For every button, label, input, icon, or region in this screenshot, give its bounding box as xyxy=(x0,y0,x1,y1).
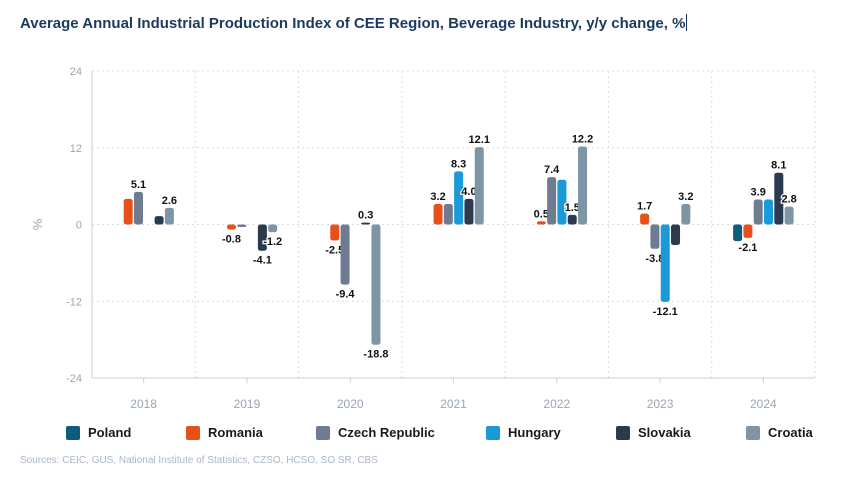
data-label-czech-republic-2018: 5.1 xyxy=(131,179,146,191)
y-axis-title: % xyxy=(30,218,45,230)
bar-czech-republic-2022 xyxy=(547,177,557,225)
legend-label-poland: Poland xyxy=(88,425,132,440)
y-tick-label: 24 xyxy=(70,66,82,78)
legend-item-czech-republic[interactable]: Czech Republic xyxy=(316,425,435,440)
legend-label-romania: Romania xyxy=(208,425,263,440)
y-tick-label: -24 xyxy=(66,373,82,385)
bar-czech-republic-2023 xyxy=(650,224,660,249)
bar-slovakia-2023 xyxy=(671,224,681,245)
legend-swatch-croatia xyxy=(746,425,760,440)
bar-romania-2024 xyxy=(743,224,753,238)
data-label-czech-republic-2024: 3.9 xyxy=(751,187,766,199)
data-label-slovakia-2019: -4.1 xyxy=(253,255,272,267)
chart-title-text: Average Annual Industrial Production Ind… xyxy=(20,15,686,32)
legend-label-croatia: Croatia xyxy=(768,425,813,440)
data-label-slovakia-2022: 1.5 xyxy=(565,202,580,214)
legend-item-poland[interactable]: Poland xyxy=(66,425,131,440)
data-label-croatia-2019: -1.2 xyxy=(263,236,282,248)
legend-item-romania[interactable]: Romania xyxy=(186,425,263,440)
data-label-czech-republic-2023: -3.8 xyxy=(645,253,664,265)
bar-croatia-2024 xyxy=(784,206,794,225)
legend-item-slovakia[interactable]: Slovakia xyxy=(616,425,691,440)
bar-slovakia-2019 xyxy=(257,224,267,251)
x-tick-label-2021: 2021 xyxy=(440,397,467,411)
x-tick-label-2018: 2018 xyxy=(130,397,157,411)
x-tick-label-2024: 2024 xyxy=(750,397,777,411)
data-label-slovakia-2024: 8.1 xyxy=(771,160,786,172)
data-label-croatia-2023: 3.2 xyxy=(678,191,693,203)
x-tick-label-2023: 2023 xyxy=(647,397,674,411)
bar-czech-republic-2018 xyxy=(133,191,143,225)
bar-slovakia-2018 xyxy=(154,216,164,225)
legend-item-hungary[interactable]: Hungary xyxy=(486,425,561,440)
legend-swatch-poland xyxy=(66,425,80,440)
bar-romania-2022 xyxy=(536,221,546,225)
legend: Poland Romania Czech Republic Hungary Sl… xyxy=(0,425,844,445)
legend-swatch-romania xyxy=(186,425,200,440)
bar-slovakia-2020 xyxy=(361,222,371,225)
chart-title: Average Annual Industrial Production Ind… xyxy=(20,14,688,32)
bar-czech-republic-2024 xyxy=(753,199,763,225)
bar-czech-republic-2021 xyxy=(443,204,453,225)
data-label-czech-republic-2022: 7.4 xyxy=(544,164,560,176)
data-label-croatia-2021: 12.1 xyxy=(469,134,490,146)
data-label-romania-2023: 1.7 xyxy=(637,201,652,213)
chart: 24 12 0 -12 -24 2018 2019 2020 2021 2022 2023 2024%… xyxy=(30,66,816,411)
x-tick-label-2022: 2022 xyxy=(543,397,570,411)
data-label-slovakia-2021: 4.0 xyxy=(461,186,476,198)
bar-croatia-2018 xyxy=(164,207,174,225)
bar-romania-2021 xyxy=(433,204,443,225)
source-note: Sources: CEIC, GUS, National Institute o… xyxy=(20,455,378,466)
bar-slovakia-2022 xyxy=(567,214,577,225)
bar-hungary-2024 xyxy=(764,199,774,225)
legend-label-slovakia: Slovakia xyxy=(638,425,691,440)
data-label-romania-2022: 0.5 xyxy=(534,208,549,220)
legend-swatch-hungary xyxy=(486,425,500,440)
legend-label-czech-republic: Czech Republic xyxy=(338,425,435,440)
text-cursor xyxy=(686,14,688,31)
bar-croatia-2021 xyxy=(474,147,484,225)
bar-slovakia-2024 xyxy=(774,172,784,225)
bar-hungary-2021 xyxy=(454,171,464,225)
bar-poland-2024 xyxy=(733,224,743,242)
bar-romania-2020 xyxy=(330,224,340,241)
bar-romania-2019 xyxy=(226,224,236,230)
data-label-slovakia-2020: 0.3 xyxy=(358,210,373,222)
data-label-croatia-2020: -18.8 xyxy=(363,349,388,361)
data-label-hungary-2023: -12.1 xyxy=(653,306,678,318)
data-label-romania-2020: -2.5 xyxy=(325,244,344,256)
bar-croatia-2020 xyxy=(371,224,381,345)
legend-label-hungary: Hungary xyxy=(508,425,561,440)
x-tick-label-2019: 2019 xyxy=(234,397,261,411)
data-label-hungary-2021: 8.3 xyxy=(451,158,466,170)
data-label-czech-republic-2020: -9.4 xyxy=(336,289,356,301)
y-tick-label: 0 xyxy=(76,220,82,232)
data-label-romania-2024: -2.1 xyxy=(738,242,757,254)
data-label-croatia-2018: 2.6 xyxy=(162,195,177,207)
legend-swatch-slovakia xyxy=(616,425,630,440)
y-tick-label: -12 xyxy=(66,296,82,308)
bar-croatia-2023 xyxy=(681,204,691,225)
legend-item-croatia[interactable]: Croatia xyxy=(746,425,813,440)
bar-hungary-2023 xyxy=(660,224,670,302)
bar-slovakia-2021 xyxy=(464,198,474,225)
data-label-romania-2021: 3.2 xyxy=(430,191,445,203)
bar-romania-2018 xyxy=(123,198,133,225)
legend-swatch-czech-republic xyxy=(316,425,330,440)
bar-czech-republic-2019 xyxy=(237,224,247,228)
bar-croatia-2019 xyxy=(268,224,278,233)
data-label-croatia-2022: 12.2 xyxy=(572,133,593,145)
bar-croatia-2022 xyxy=(578,146,588,225)
bar-czech-republic-2020 xyxy=(340,224,350,285)
y-tick-label: 12 xyxy=(70,143,82,155)
data-label-croatia-2024: 2.8 xyxy=(781,194,796,206)
data-label-romania-2019: -0.8 xyxy=(222,234,241,246)
bar-romania-2023 xyxy=(640,213,650,225)
bar-hungary-2022 xyxy=(557,179,567,225)
x-tick-label-2020: 2020 xyxy=(337,397,364,411)
